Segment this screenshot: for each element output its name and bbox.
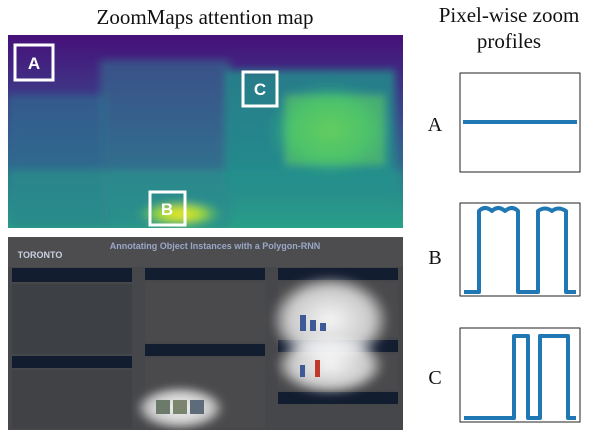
zoom-profile bbox=[464, 334, 576, 420]
poster-university: TORONTO bbox=[18, 250, 63, 260]
poster: Annotating Object Instances with a Polyg… bbox=[8, 237, 403, 430]
map-title: ZoomMaps attention map bbox=[97, 5, 314, 29]
poster-title: Annotating Object Instances with a Polyg… bbox=[110, 241, 321, 251]
profile-label: A bbox=[428, 114, 443, 136]
region-box bbox=[241, 70, 279, 108]
region-label: A bbox=[28, 54, 40, 73]
profiles-title: Pixel-wise zoom bbox=[439, 3, 580, 27]
region-box bbox=[148, 190, 187, 227]
region-box bbox=[13, 43, 55, 82]
profile-frame bbox=[459, 202, 581, 297]
zoom-profile bbox=[464, 206, 576, 294]
profile-frame bbox=[459, 327, 581, 423]
region-label: B bbox=[161, 200, 173, 219]
region-label: C bbox=[254, 80, 266, 99]
attention-map bbox=[8, 35, 403, 228]
profile-label: C bbox=[428, 367, 441, 389]
profiles-title: profiles bbox=[477, 29, 541, 53]
profile-frame bbox=[459, 72, 581, 173]
profile-label: B bbox=[428, 247, 441, 269]
